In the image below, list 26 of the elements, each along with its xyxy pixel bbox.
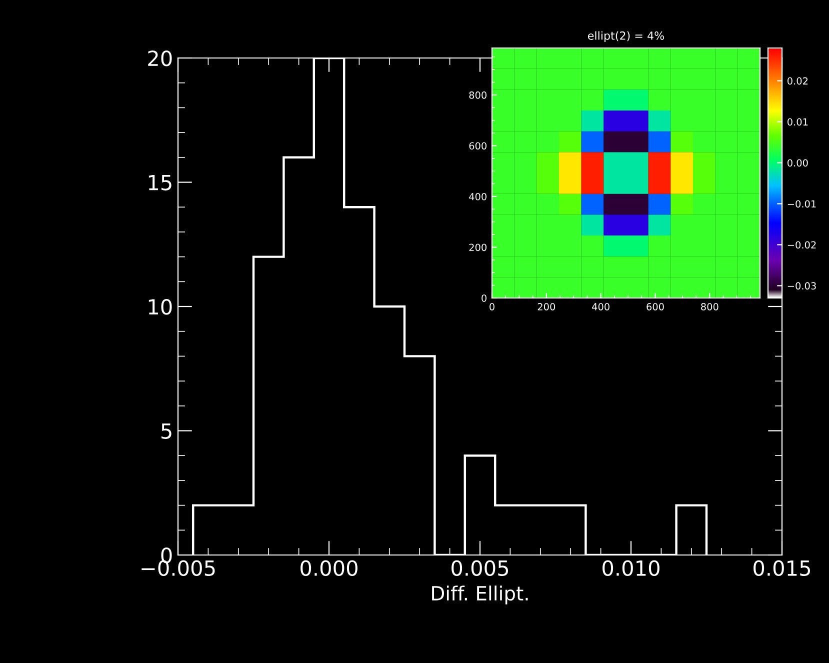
chart-title: ellipt(2) = 4%	[588, 31, 664, 42]
color-bar-label: 0.00	[788, 159, 808, 167]
color-bar-label: −0.03	[788, 282, 816, 290]
x-tick-label: 400	[592, 303, 610, 310]
color-bar-label: 0.02	[788, 77, 808, 85]
y-tick-label: 10	[148, 298, 172, 315]
y-tick-label: 20	[148, 50, 172, 66]
x-tick-label: 800	[701, 303, 718, 310]
x-tick-label: 0.005	[452, 560, 508, 576]
y-tick-label: 400	[469, 192, 486, 200]
color-bar-label: −0.02	[788, 241, 816, 249]
y-tick-label: 0	[482, 294, 486, 302]
x-tick-label: 0.000	[300, 560, 358, 576]
y-tick-label: 5	[161, 423, 172, 439]
color-bar-label: −0.01	[788, 200, 816, 208]
x-tick-label: 0.015	[754, 560, 810, 576]
x-tick-label: 0	[490, 303, 494, 310]
x-tick-label: 200	[538, 303, 556, 310]
x-tick-label: 600	[646, 303, 664, 310]
x-tick-label: 0.010	[602, 560, 660, 576]
y-tick-label: 15	[148, 174, 172, 190]
y-tick-label: 600	[469, 142, 486, 150]
y-tick-label: 200	[469, 244, 486, 252]
color-bar-label: 0.01	[788, 118, 808, 126]
y-tick-label: 800	[469, 91, 486, 99]
x-axis-title: Diff. Ellipt.	[432, 586, 528, 604]
